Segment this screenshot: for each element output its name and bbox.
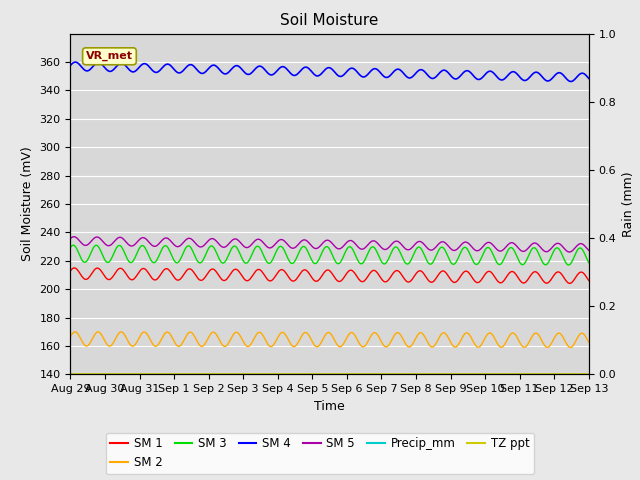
- SM 3: [182, 244, 190, 250]
- SM 5: [408, 245, 416, 251]
- SM 3: [70, 242, 77, 248]
- TZ ppt: [76, 372, 84, 377]
- SM 2: [71, 329, 79, 335]
- TZ ppt: [408, 372, 415, 377]
- SM 4: [182, 64, 190, 70]
- SM 1: [585, 278, 593, 284]
- Y-axis label: Rain (mm): Rain (mm): [622, 171, 635, 237]
- Text: VR_met: VR_met: [86, 51, 133, 61]
- SM 3: [210, 245, 218, 251]
- TZ ppt: [392, 372, 400, 377]
- SM 4: [567, 79, 575, 84]
- Line: SM 2: SM 2: [70, 332, 589, 348]
- Line: SM 4: SM 4: [70, 62, 589, 82]
- SM 3: [393, 245, 401, 251]
- SM 2: [210, 329, 218, 335]
- SM 1: [67, 268, 74, 274]
- Legend: SM 1, SM 2, SM 3, SM 4, SM 5, Precip_mm, TZ ppt: SM 1, SM 2, SM 3, SM 4, SM 5, Precip_mm,…: [106, 433, 534, 474]
- SM 4: [585, 75, 593, 81]
- SM 5: [585, 248, 593, 253]
- SM 4: [67, 62, 74, 68]
- SM 3: [564, 262, 572, 268]
- SM 4: [393, 66, 401, 72]
- SM 5: [77, 239, 84, 245]
- SM 2: [408, 342, 416, 348]
- SM 5: [67, 236, 74, 241]
- SM 4: [408, 74, 416, 80]
- SM 1: [393, 268, 401, 274]
- SM 1: [130, 276, 138, 282]
- SM 4: [210, 62, 218, 68]
- Y-axis label: Soil Moisture (mV): Soil Moisture (mV): [21, 146, 34, 262]
- SM 4: [130, 69, 138, 75]
- X-axis label: Time: Time: [314, 400, 345, 413]
- SM 3: [585, 260, 593, 265]
- SM 2: [393, 330, 401, 336]
- TZ ppt: [209, 372, 217, 377]
- SM 5: [70, 234, 78, 240]
- SM 3: [77, 254, 84, 260]
- SM 2: [130, 343, 138, 348]
- TZ ppt: [129, 372, 137, 377]
- TZ ppt: [67, 372, 74, 377]
- SM 4: [72, 59, 79, 65]
- SM 2: [567, 345, 575, 350]
- SM 1: [182, 268, 190, 274]
- SM 2: [77, 336, 84, 341]
- SM 3: [67, 245, 74, 251]
- TZ ppt: [585, 372, 593, 377]
- SM 1: [70, 265, 78, 271]
- SM 5: [182, 237, 190, 242]
- SM 3: [408, 255, 416, 261]
- SM 5: [130, 242, 138, 248]
- SM 2: [182, 333, 190, 338]
- SM 2: [67, 334, 74, 340]
- SM 5: [393, 238, 401, 244]
- SM 1: [566, 280, 574, 286]
- SM 1: [408, 276, 416, 282]
- TZ ppt: [182, 372, 189, 377]
- SM 3: [130, 257, 138, 263]
- SM 4: [77, 63, 84, 69]
- SM 2: [585, 339, 593, 345]
- SM 5: [210, 236, 218, 242]
- Title: Soil Moisture: Soil Moisture: [280, 13, 379, 28]
- Line: SM 5: SM 5: [70, 237, 589, 252]
- Line: SM 1: SM 1: [70, 268, 589, 283]
- SM 1: [210, 266, 218, 272]
- SM 5: [566, 249, 573, 255]
- SM 1: [77, 271, 84, 277]
- Line: SM 3: SM 3: [70, 245, 589, 265]
